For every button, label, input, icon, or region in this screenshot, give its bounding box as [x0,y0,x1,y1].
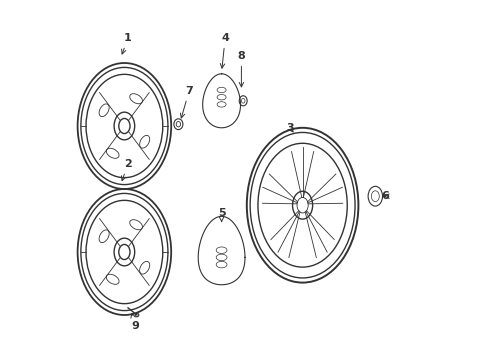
Text: 4: 4 [220,33,229,68]
Text: 6: 6 [381,191,390,201]
Text: 9: 9 [131,313,139,331]
Text: 7: 7 [180,86,193,118]
Text: 3: 3 [286,123,294,133]
Text: 1: 1 [122,33,132,54]
Text: 2: 2 [122,159,132,181]
Text: 8: 8 [238,51,245,87]
Text: 5: 5 [218,208,225,221]
